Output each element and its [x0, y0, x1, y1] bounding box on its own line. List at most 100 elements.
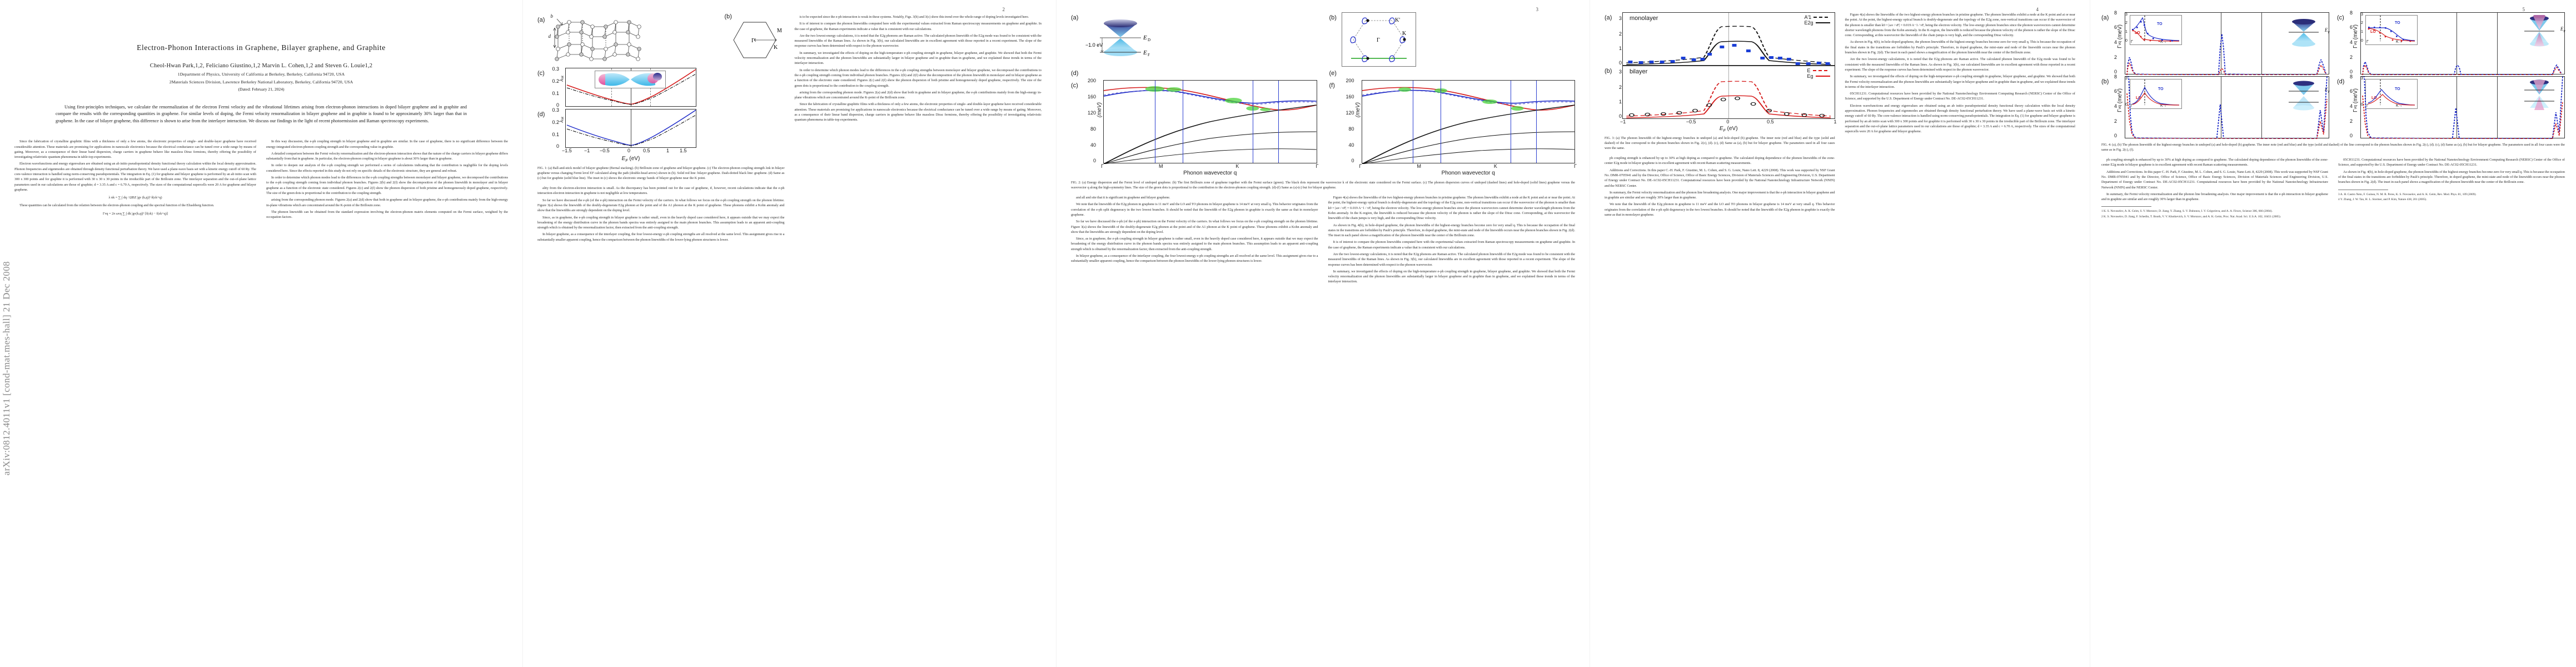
body-paragraph: Are the two lowest-energy calculations, …	[1845, 57, 2076, 72]
body-paragraph: ph coupling strength is enhanced by up t…	[1605, 156, 1835, 166]
fig2-y-axis-label: (meV)	[1097, 102, 1103, 118]
body-paragraph: We note that the linewidth of the E2g ph…	[1605, 202, 1835, 217]
y-tick: 120	[1087, 110, 1096, 116]
fig1-x-axis-label: EF (eV)	[565, 156, 696, 163]
body-paragraph: In order to determine which phonon modes…	[266, 176, 508, 195]
body-paragraph: In this way discussion, the e-ph couplin…	[266, 140, 508, 149]
figure-2-second-row: (d) (e)	[1071, 68, 1575, 78]
fig4d-inset: 3 0 Γ K→ TO LO	[2361, 77, 2418, 109]
page-2-column-right: is to be expected since the e-ph interac…	[795, 14, 1042, 244]
affiliation-2: 2Materials Sciences Division, Lawrence B…	[169, 79, 353, 84]
page-3: 3 (a)	[1056, 0, 1590, 667]
y-tick: 0	[2349, 133, 2353, 138]
fig3a-block: (a) 3 2 1 0 monolayer A′1	[1605, 12, 1835, 66]
y-axis-unit: (meV)	[2353, 88, 2359, 104]
inset-y-tick: 0	[2125, 103, 2127, 107]
body-paragraph: A detailed comparison between the Fermi …	[266, 151, 508, 161]
bz-k-label: K	[774, 44, 778, 51]
body-paragraph: Figure 4(a) shows the linewidths of the …	[1328, 196, 1576, 221]
bz-gamma-label: Γ	[751, 38, 755, 44]
x-tick: K	[1235, 163, 1239, 169]
reference-item: 2 K. S. Novoselov, D. Jiang, F. Schedin,…	[2101, 215, 2281, 218]
panel-label-c: (c)	[537, 70, 545, 77]
inset-label-lo: LO	[2370, 30, 2376, 34]
fig1c-curves	[566, 69, 696, 105]
body-paragraph: Are the two lowest-energy calculations, …	[794, 33, 1042, 48]
body-paragraph: arising from the corresponding phonon mo…	[266, 198, 508, 207]
fig2c-plot	[1103, 80, 1317, 164]
inset-y-tick: 1	[2125, 30, 2127, 34]
body-paragraph: In order to deepen our analysis of the e…	[266, 163, 508, 173]
legend-item-e: E	[1807, 68, 1830, 73]
inset-y-tick: 3	[2361, 13, 2363, 17]
x-tick: −0.5	[600, 148, 610, 153]
legend-label: E	[1807, 68, 1811, 73]
equation: Γνq = 2π ωνq ∑ ∫ dk |gν(k,q)|² [f(εk) − …	[103, 211, 168, 216]
legend-label: E2g	[1804, 20, 1813, 26]
legend-item-a1: A′1	[1804, 14, 1830, 20]
panel-label-f: (f)	[1329, 82, 1335, 89]
equation: λ nk = ∑ ∫ dq / ΩBZ |gν (k,q)|² δ(εk+q)	[108, 196, 162, 200]
fig2c-curves	[1104, 86, 1317, 164]
page-1-column-left: Since the fabrication of crystalline gra…	[14, 139, 256, 221]
fig4a-inset: 3 2 1 0 Γ K→ TO LO	[2125, 13, 2182, 45]
brillouin-zone-svg: Γ M K	[733, 22, 782, 58]
page-1-columns: Since the fabrication of crystalline gra…	[0, 139, 522, 221]
x-tick: Γ	[1316, 163, 1319, 169]
body-paragraph: In bilayer graphene, as a consequence of…	[1071, 254, 1318, 263]
fig2f-curves	[1362, 87, 1575, 164]
body-paragraph: arising from the corresponding phonon mo…	[794, 90, 1042, 100]
title-block: Electron-Phonon Interactions in Graphene…	[0, 0, 522, 92]
body-paragraph: As shown in Fig. 4(b), in hole-doped gra…	[1845, 40, 2076, 55]
page-number: 2	[1002, 7, 1005, 12]
inset-x-tick: Γ	[2131, 40, 2133, 44]
page-5: 5 (a) 8 6 4 2 0 Γνq	[2090, 0, 2576, 667]
y-axis-symbol: Γ	[2117, 45, 2123, 48]
abstract: Using first-principles techniques, we ca…	[56, 104, 467, 123]
page-3-columns: and all and site that it is significant …	[1071, 195, 1575, 286]
y-tick: 0	[1093, 158, 1096, 163]
x-axis-symbol: E	[1719, 126, 1723, 132]
body-paragraph: Additions and Corrections. In this paper…	[1605, 168, 1835, 188]
body-paragraph: ph coupling strength is enhanced by up t…	[2101, 158, 2328, 167]
figure-4: (a) 8 6 4 2 0 Γνq (meV)	[2090, 0, 2576, 220]
body-paragraph: In summary, we investigated the effects …	[1328, 269, 1576, 284]
body-paragraph: is to be expected since the e-ph interac…	[799, 15, 1029, 19]
inset-x-tick: K→	[2396, 40, 2403, 44]
svg-text:D: D	[1148, 38, 1150, 42]
fig3b-plot: bilayer E Eg	[1622, 66, 1835, 119]
y-axis-unit: (meV)	[2117, 88, 2123, 104]
legend-label: A′1	[1804, 14, 1812, 20]
figure-2-dispersion-row: (c) 200 160 120 80 40 0 (meV)	[1071, 78, 1577, 176]
inset-x-tick: Γ	[2131, 104, 2133, 108]
panel-label-b: (b)	[1329, 14, 1337, 21]
y-tick: 2	[2349, 118, 2353, 124]
y-tick: 1	[1618, 99, 1622, 104]
body-paragraph: In summary, the Fermi velocity renormali…	[1605, 190, 1835, 200]
inset-y-tick: 2	[2125, 21, 2127, 25]
y-tick: 0.2	[552, 78, 559, 84]
panel-label-b: (b)	[724, 13, 732, 20]
inset-label-lo: LO	[2136, 96, 2141, 100]
body-paragraph: Electron wavefunctions and energy eigenv…	[1845, 103, 2076, 134]
page-1: arXiv:0812.4011v1 [cond-mat.mes-hall] 21…	[0, 0, 522, 667]
inset-label-to: TO	[2158, 87, 2164, 91]
body-paragraph: Since the fabrication of crystalline gra…	[14, 140, 256, 160]
x-axis-unit: (eV)	[1727, 126, 1738, 132]
x-tick: 1	[666, 148, 670, 153]
y-axis-symbol: Γ	[2353, 109, 2359, 112]
y-tick: 8	[2114, 74, 2117, 79]
inset-label-to: TO	[2395, 21, 2400, 25]
page-3-column-right: Figure 4(a) shows the linewidths of the …	[1328, 195, 1576, 286]
page-5-column-left: ph coupling strength is enhanced by up t…	[2101, 157, 2328, 220]
inset-y-tick: 1	[2361, 30, 2363, 34]
fig1d-curves	[566, 109, 696, 146]
y-tick: 0.3	[552, 66, 559, 72]
legend-item-e2g: E2g	[1804, 20, 1830, 26]
fig4a-plot: 3 2 1 0 Γ K→ TO LO	[2125, 12, 2330, 75]
y-tick: 2	[2349, 54, 2353, 60]
y-tick: 0.2	[552, 120, 559, 125]
bilayer-lattice-diagram: b d	[548, 13, 723, 66]
legend-item-eg: Eg	[1807, 73, 1830, 79]
